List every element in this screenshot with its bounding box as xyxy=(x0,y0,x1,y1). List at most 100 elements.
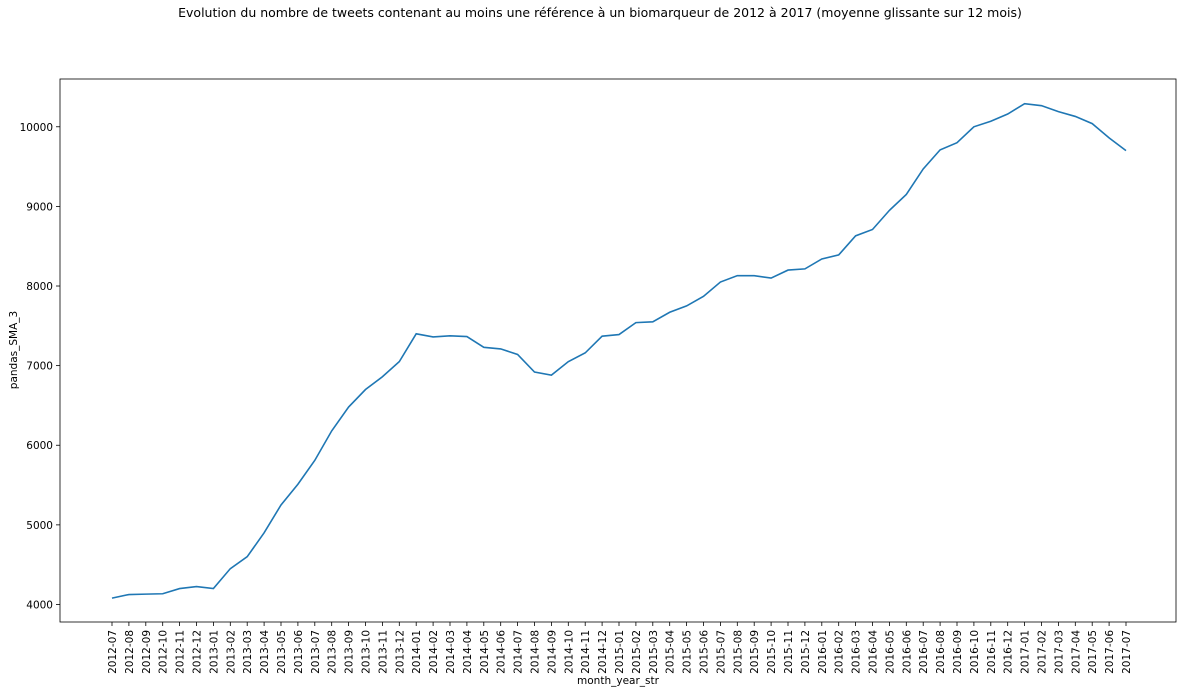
data-point xyxy=(500,348,502,350)
data-point xyxy=(229,567,231,569)
data-point xyxy=(263,532,265,534)
data-point xyxy=(364,388,366,390)
chart-title: Evolution du nombre de tweets contenant … xyxy=(178,5,1022,20)
data-point xyxy=(770,277,772,279)
data-point xyxy=(990,120,992,122)
x-tick-label: 2015-11 xyxy=(783,630,795,674)
x-tick-label: 2013-08 xyxy=(327,630,339,674)
data-point xyxy=(297,483,299,485)
data-point xyxy=(601,335,603,337)
x-tick-label: 2014-12 xyxy=(597,630,609,674)
y-tick-label: 7000 xyxy=(26,361,53,373)
data-point xyxy=(432,336,434,338)
data-point xyxy=(905,193,907,195)
data-point xyxy=(398,360,400,362)
x-tick-label: 2012-12 xyxy=(192,630,204,674)
data-point xyxy=(652,321,654,323)
x-tick-label: 2017-01 xyxy=(1020,630,1032,674)
data-point xyxy=(483,346,485,348)
data-point xyxy=(854,235,856,237)
plot-area xyxy=(59,78,1177,623)
data-point xyxy=(871,228,873,230)
x-tick-label: 2015-05 xyxy=(682,630,694,674)
x-axis: 2012-07 2012-08 2012-09 2012-10 2012-11 2012-… xyxy=(107,622,1133,674)
data-point xyxy=(162,593,164,595)
data-point xyxy=(550,374,552,376)
data-point xyxy=(888,209,890,211)
data-point xyxy=(1007,113,1009,115)
x-tick-label: 2014-04 xyxy=(462,630,474,674)
data-point xyxy=(195,585,197,587)
x-tick-label: 2014-09 xyxy=(546,630,558,674)
x-tick-label: 2017-07 xyxy=(1121,630,1133,674)
x-tick-label: 2014-03 xyxy=(445,630,457,674)
x-tick-label: 2017-06 xyxy=(1104,630,1116,674)
x-tick-label: 2016-01 xyxy=(817,630,829,674)
x-tick-label: 2012-09 xyxy=(141,630,153,674)
data-point xyxy=(280,504,282,506)
x-axis-label: month_year_str xyxy=(577,675,660,687)
data-point xyxy=(145,593,147,595)
x-tick-label: 2013-07 xyxy=(310,630,322,674)
y-axis-label: pandas_SMA_3 xyxy=(8,311,20,389)
x-tick-label: 2013-05 xyxy=(276,630,288,674)
data-point xyxy=(567,360,569,362)
data-point xyxy=(1057,110,1059,112)
x-tick-label: 2015-09 xyxy=(749,630,761,674)
x-tick-label: 2014-01 xyxy=(411,630,423,674)
x-tick-label: 2013-11 xyxy=(377,630,389,674)
data-point xyxy=(584,352,586,354)
x-tick-label: 2013-04 xyxy=(259,630,271,674)
data-point xyxy=(1091,122,1093,124)
data-point xyxy=(381,376,383,378)
x-tick-label: 2015-03 xyxy=(648,630,660,674)
x-tick-label: 2013-01 xyxy=(208,630,220,674)
x-tick-label: 2015-01 xyxy=(614,630,626,674)
x-tick-label: 2016-09 xyxy=(952,630,964,674)
x-tick-label: 2014-11 xyxy=(580,630,592,674)
data-point xyxy=(212,587,214,589)
x-tick-label: 2016-10 xyxy=(969,630,981,674)
x-tick-label: 2013-10 xyxy=(361,630,373,674)
data-point xyxy=(415,333,417,335)
data-point xyxy=(246,556,248,558)
data-point xyxy=(1040,104,1042,106)
data-point xyxy=(956,141,958,143)
x-tick-label: 2013-06 xyxy=(293,630,305,674)
data-point xyxy=(178,587,180,589)
data-point xyxy=(1074,115,1076,117)
data-point xyxy=(753,274,755,276)
data-point xyxy=(702,295,704,297)
x-tick-label: 2016-07 xyxy=(918,630,930,674)
data-point xyxy=(1125,149,1127,151)
data-point xyxy=(128,593,130,595)
data-point xyxy=(449,335,451,337)
data-point xyxy=(973,126,975,128)
x-tick-label: 2015-04 xyxy=(665,630,677,674)
y-tick-label: 6000 xyxy=(26,440,53,452)
y-tick-label: 9000 xyxy=(26,201,53,213)
x-tick-label: 2016-04 xyxy=(868,630,880,674)
x-tick-label: 2012-10 xyxy=(158,630,170,674)
data-point xyxy=(516,353,518,355)
data-point xyxy=(804,268,806,270)
x-tick-label: 2016-08 xyxy=(935,630,947,674)
data-point xyxy=(618,333,620,335)
x-tick-label: 2014-08 xyxy=(530,630,542,674)
data-point xyxy=(787,269,789,271)
data-point xyxy=(331,430,333,432)
data-point xyxy=(533,371,535,373)
y-tick-label: 5000 xyxy=(26,520,53,532)
x-tick-label: 2016-02 xyxy=(834,630,846,674)
data-point xyxy=(111,597,113,599)
x-tick-label: 2015-08 xyxy=(732,630,744,674)
x-tick-label: 2013-12 xyxy=(394,630,406,674)
y-tick-label: 4000 xyxy=(26,599,53,611)
data-point xyxy=(922,168,924,170)
x-tick-label: 2012-07 xyxy=(107,630,119,674)
data-point xyxy=(466,335,468,337)
x-tick-label: 2015-02 xyxy=(631,630,643,674)
data-point xyxy=(685,305,687,307)
data-point xyxy=(821,258,823,260)
